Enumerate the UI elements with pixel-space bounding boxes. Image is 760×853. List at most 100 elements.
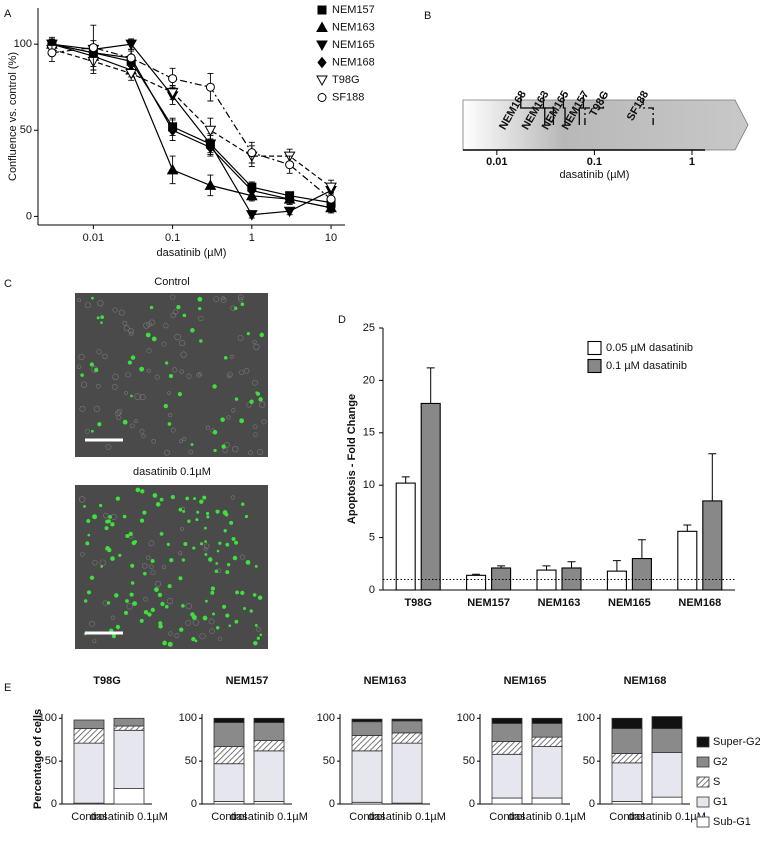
y-tick-label: 100 <box>577 712 595 724</box>
y-axis-title: Apoptosis - Fold Change <box>346 394 358 524</box>
bar <box>536 569 557 591</box>
y-tick-label: 20 <box>363 374 375 386</box>
cell <box>164 449 170 456</box>
apoptotic-cell <box>221 444 226 449</box>
apoptotic-cell <box>235 590 240 595</box>
apoptotic-cell <box>225 542 230 547</box>
apoptotic-cell <box>115 496 121 501</box>
marker <box>125 68 138 80</box>
cell <box>239 369 245 375</box>
apoptotic-cell <box>232 555 238 561</box>
cell <box>105 444 112 450</box>
cell <box>77 298 82 303</box>
apoptotic-cell <box>118 553 122 558</box>
apoptotic-cell <box>115 624 121 629</box>
apoptotic-cell <box>215 509 220 514</box>
cell <box>199 633 206 640</box>
micrograph-cells <box>76 294 267 456</box>
bar <box>466 574 487 591</box>
apoptotic-cell <box>218 541 222 545</box>
apoptotic-cell <box>212 384 217 389</box>
cell <box>226 374 232 379</box>
apoptotic-cell <box>241 502 245 506</box>
marker <box>247 184 257 197</box>
marker <box>204 125 217 137</box>
panel-label: D <box>338 314 346 326</box>
cell <box>96 349 102 355</box>
y-tick-label: 25 <box>363 322 375 334</box>
legend-swatch <box>696 756 710 768</box>
apoptotic-cell <box>145 332 151 338</box>
y-tick-label: 50 <box>583 755 595 767</box>
cell <box>139 428 145 434</box>
cell <box>170 294 176 300</box>
apoptotic-cell <box>98 503 103 508</box>
y-tick-label: 50 <box>45 755 57 767</box>
apoptotic-cell <box>213 448 217 453</box>
cell <box>124 391 129 395</box>
bar-segment <box>391 732 423 744</box>
apoptotic-cell <box>246 332 250 336</box>
series-line <box>51 43 332 209</box>
legend-label: G1 <box>713 796 728 808</box>
apoptotic-cell <box>259 332 265 338</box>
apoptotic-cell <box>192 546 196 550</box>
panel-title: NEM165 <box>504 675 547 687</box>
x-tick-label: dasatinib 0.1µM <box>368 811 446 823</box>
x-tick-label: 0.01 <box>83 232 104 244</box>
cell <box>102 353 108 360</box>
apoptotic-cell <box>195 518 199 522</box>
apoptotic-cell <box>125 533 130 539</box>
y-tick-label: 100 <box>14 38 32 50</box>
cell <box>95 383 101 389</box>
apoptotic-cell <box>139 518 145 523</box>
bar-segment <box>651 716 683 729</box>
legend-label: 0.05 µM dasatinib <box>606 342 693 354</box>
cell <box>220 296 227 303</box>
cell <box>253 432 258 438</box>
apoptotic-cell <box>89 362 95 367</box>
cell <box>149 564 154 570</box>
cell <box>146 368 151 373</box>
cell <box>116 409 122 415</box>
apoptotic-cell <box>257 595 263 600</box>
y-tick-label: 10 <box>363 479 375 491</box>
apoptotic-cell <box>211 586 215 591</box>
apoptotic-cell <box>110 522 115 527</box>
error-bar <box>637 539 646 559</box>
cell <box>141 433 146 439</box>
apoptotic-cell <box>193 497 197 501</box>
panel-label: E <box>4 682 11 694</box>
bar-segment <box>491 741 523 755</box>
apoptotic-cell <box>104 526 109 531</box>
apoptotic-cell <box>163 403 169 409</box>
panel-label: C <box>4 278 12 290</box>
x-tick-label: Control <box>71 811 106 823</box>
bar-segment <box>651 728 683 753</box>
cell <box>180 351 187 358</box>
concentration-arrow <box>462 99 749 151</box>
cell <box>116 415 121 421</box>
apoptotic-cell <box>205 511 210 516</box>
legend-label: G2 <box>713 756 728 768</box>
x-tick-label: 0.1 <box>165 232 180 244</box>
cell <box>209 628 215 634</box>
apoptotic-cell <box>162 640 167 646</box>
y-tick-label: 0 <box>329 798 335 810</box>
apoptotic-cell <box>240 590 245 596</box>
legend-label: NEM168 <box>332 56 375 68</box>
cell <box>128 328 134 334</box>
ic50-marker <box>578 95 585 125</box>
cell <box>123 325 130 332</box>
apoptotic-cell <box>187 519 191 523</box>
cell <box>213 296 220 303</box>
apoptotic-cell <box>228 624 232 628</box>
apoptotic-cell <box>158 621 163 626</box>
apoptotic-cell <box>215 626 220 630</box>
apoptotic-cell <box>229 520 234 525</box>
marker <box>205 82 215 92</box>
cell <box>252 424 258 430</box>
bar-segment <box>531 797 563 805</box>
cell <box>143 596 148 602</box>
